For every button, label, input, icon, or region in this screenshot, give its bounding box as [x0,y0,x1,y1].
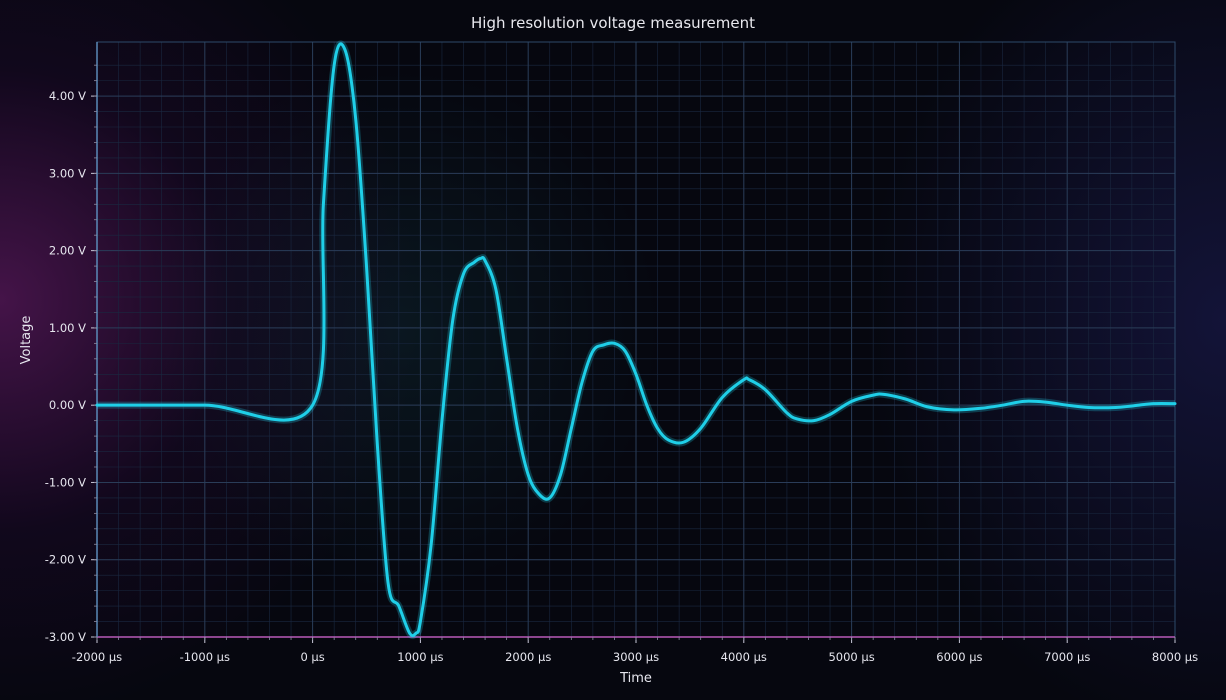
x-tick-label: 5000 µs [828,650,874,664]
y-tick-label: 1.00 V [49,321,86,335]
x-tick-label: 4000 µs [721,650,767,664]
y-tick-label: 0.00 V [49,398,86,412]
grid [96,42,1176,638]
y-tick-label: -2.00 V [45,553,86,567]
y-tick-label: -1.00 V [45,475,86,489]
x-axis-title: Time [619,671,652,686]
y-tick-label: -3.00 V [45,630,86,644]
x-tick-label: 3000 µs [613,650,659,664]
x-tick-label: 1000 µs [397,650,443,664]
x-tick-label: -1000 µs [180,650,230,664]
x-tick-label: 7000 µs [1044,650,1090,664]
chart-title: High resolution voltage measurement [471,14,755,32]
series-layer [95,40,1177,640]
y-tick-label: 4.00 V [49,89,86,103]
series-line [95,42,1177,638]
y-tick-label: 3.00 V [49,166,86,180]
x-tick-label: 8000 µs [1152,650,1198,664]
x-tick-label: 0 µs [300,650,324,664]
x-tick-label: 2000 µs [505,650,551,664]
x-tick-label: -2000 µs [72,650,122,664]
y-axis-title: Voltage [19,316,34,365]
y-tick-label: 2.00 V [49,244,86,258]
x-tick-label: 6000 µs [936,650,982,664]
axes: -2000 µs -1000 µs 0 µs 1000 µs 2000 µs 3000 µ… [45,42,1198,664]
